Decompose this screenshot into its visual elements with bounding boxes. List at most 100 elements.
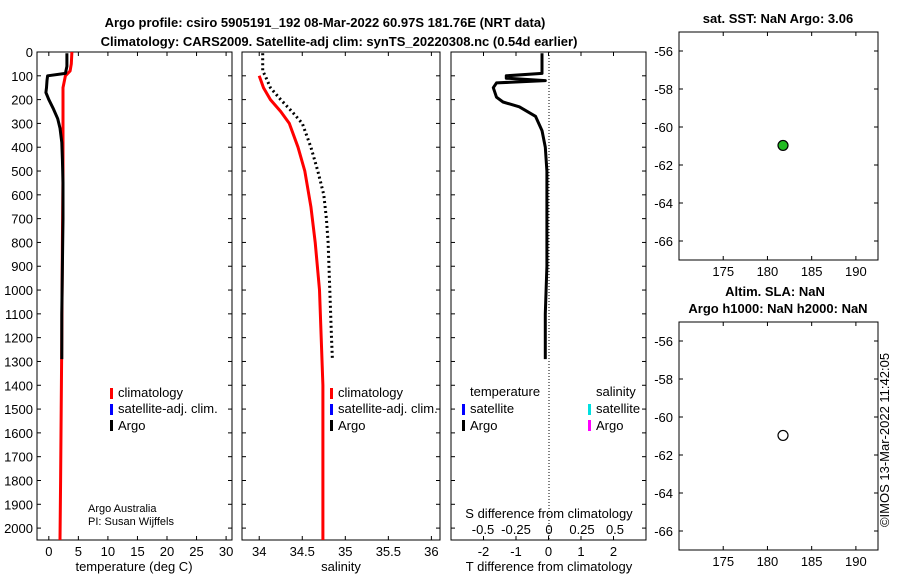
sst-map-ticks: 175 180 185 190 -56 -58 -60 -62 -64 -66	[654, 32, 878, 279]
legend-label-climatology: climatology	[118, 385, 184, 400]
map-x-tick-185: 185	[801, 554, 823, 569]
credit-organisation: Argo Australia	[88, 503, 157, 515]
x-tick-25: 25	[189, 544, 203, 559]
sst-map-points	[777, 139, 789, 152]
salinity-x-label: salinity	[321, 559, 361, 574]
s-difference-label: S difference from climatology	[465, 506, 633, 521]
map-y-tick--60: -60	[654, 120, 673, 135]
map-x-tick-180: 180	[757, 554, 779, 569]
sla-title-line-1: Altim. SLA: NaN	[725, 284, 825, 299]
s-diff-tick--0.5: -0.5	[472, 522, 494, 537]
profile-location-marker	[777, 429, 789, 442]
pressure-tick-1400: 1400	[4, 378, 33, 393]
pressure-tick-1700: 1700	[4, 450, 33, 465]
pressure-tick-800: 800	[11, 235, 33, 250]
map-x-tick-180: 180	[757, 264, 779, 279]
legend-heading-salinity: salinity	[596, 384, 636, 399]
s-diff-tick-0.25: 0.25	[569, 522, 594, 537]
legend-label-sal-satellite: satellite	[596, 401, 640, 416]
difference-profile-lines	[491, 53, 549, 360]
legend-swatch-satellite	[110, 404, 113, 415]
pressure-tick-300: 300	[11, 116, 33, 131]
salinity-profile-lines	[257, 53, 334, 540]
legend-label-temp-argo: Argo	[470, 418, 497, 433]
x-tick-20: 20	[160, 544, 174, 559]
title-line-1: Argo profile: csiro 5905191_192 08-Mar-2…	[105, 15, 546, 30]
legend-swatch-sal-argo	[588, 420, 591, 431]
legend-label-satellite: satellite-adj. clim.	[118, 401, 218, 416]
imos-watermark: ©IMOS 13-Mar-2022 11:42:05	[877, 353, 892, 527]
legend-heading-temperature: temperature	[470, 384, 540, 399]
pressure-tick-400: 400	[11, 140, 33, 155]
credit-pi: PI: Susan Wijffels	[88, 516, 174, 528]
legend-label-climatology: climatology	[338, 385, 404, 400]
pressure-tick-900: 900	[11, 259, 33, 274]
map-x-tick-175: 175	[712, 554, 734, 569]
title-line-2: Climatology: CARS2009. Satellite-adj cli…	[101, 34, 578, 49]
pressure-tick-1200: 1200	[4, 331, 33, 346]
legend-swatch-temp-satellite	[462, 404, 465, 415]
map-x-tick-190: 190	[845, 554, 867, 569]
map-y-tick--58: -58	[654, 82, 673, 97]
legend-swatch-temp-argo	[462, 420, 465, 431]
pressure-tick-2000: 2000	[4, 521, 33, 536]
map-x-tick-175: 175	[712, 264, 734, 279]
s-difference-tick-labels: -0.5 -0.25 0 0.25 0.5	[472, 522, 624, 537]
x-tick-35.5: 35.5	[376, 544, 401, 559]
pressure-tick-0: 0	[26, 45, 33, 60]
x-tick-10: 10	[101, 544, 115, 559]
legend-label-sal-argo: Argo	[596, 418, 623, 433]
x-tick-2: 2	[610, 544, 617, 559]
pressure-tick-1600: 1600	[4, 426, 33, 441]
pressure-tick-1800: 1800	[4, 473, 33, 488]
x-tick-15: 15	[130, 544, 144, 559]
sst-axes-frame	[678, 31, 879, 261]
sla-map-points	[777, 429, 789, 442]
pressure-tick-1900: 1900	[4, 497, 33, 512]
x-tick-30: 30	[219, 544, 233, 559]
map-y-tick--62: -62	[654, 448, 673, 463]
salinity-legend: climatology satellite-adj. clim. Argo	[330, 385, 438, 433]
legend-swatch-satellite	[330, 404, 333, 415]
map-y-tick--60: -60	[654, 410, 673, 425]
x-tick-34: 34	[252, 544, 266, 559]
pressure-tick-500: 500	[11, 164, 33, 179]
x-tick--1: -1	[510, 544, 522, 559]
map-y-tick--64: -64	[654, 486, 673, 501]
pressure-tick-700: 700	[11, 212, 33, 227]
legend-swatch-climatology	[330, 388, 333, 399]
legend-label-argo: Argo	[118, 418, 145, 433]
pressure-tick-200: 200	[11, 93, 33, 108]
difference-panel: -2 -1 0 1 2 T difference from climatology S …	[450, 51, 647, 574]
salinity-x-ticks: 34 34.5 35 35.5 36	[242, 51, 440, 559]
x-tick--2: -2	[478, 544, 490, 559]
x-tick-1: 1	[577, 544, 584, 559]
series-climatology	[257, 75, 325, 540]
map-y-tick--66: -66	[654, 234, 673, 249]
map-x-tick-185: 185	[801, 264, 823, 279]
temperature-x-ticks: 0 5 10 15 20 25 30	[37, 51, 233, 559]
salinity-panel: 34 34.5 35 35.5 36 salinity climatology sate…	[241, 51, 441, 574]
legend-swatch-sal-satellite	[588, 404, 591, 415]
difference-x-ticks: -2 -1 0 1 2	[451, 51, 646, 559]
salinity-axes-frame	[241, 51, 441, 541]
x-tick-35: 35	[338, 544, 352, 559]
map-y-tick--66: -66	[654, 524, 673, 539]
x-tick-0: 0	[45, 544, 52, 559]
legend-label-satellite: satellite-adj. clim.	[338, 401, 438, 416]
sla-axes-frame	[678, 321, 879, 551]
pressure-tick-100: 100	[11, 69, 33, 84]
x-tick-34.5: 34.5	[290, 544, 315, 559]
series-argo	[44, 53, 69, 360]
s-diff-tick--0.25: -0.25	[501, 522, 531, 537]
sla-map-panel: Altim. SLA: NaN Argo h1000: NaN h2000: N…	[654, 284, 879, 569]
series-climatology	[58, 51, 74, 541]
map-y-tick--58: -58	[654, 372, 673, 387]
pressure-tick-600: 600	[11, 188, 33, 203]
s-diff-tick-0.5: 0.5	[606, 522, 624, 537]
legend-swatch-climatology	[110, 388, 113, 399]
map-y-tick--64: -64	[654, 196, 673, 211]
series-argo	[261, 53, 334, 360]
x-tick-0: 0	[545, 544, 552, 559]
